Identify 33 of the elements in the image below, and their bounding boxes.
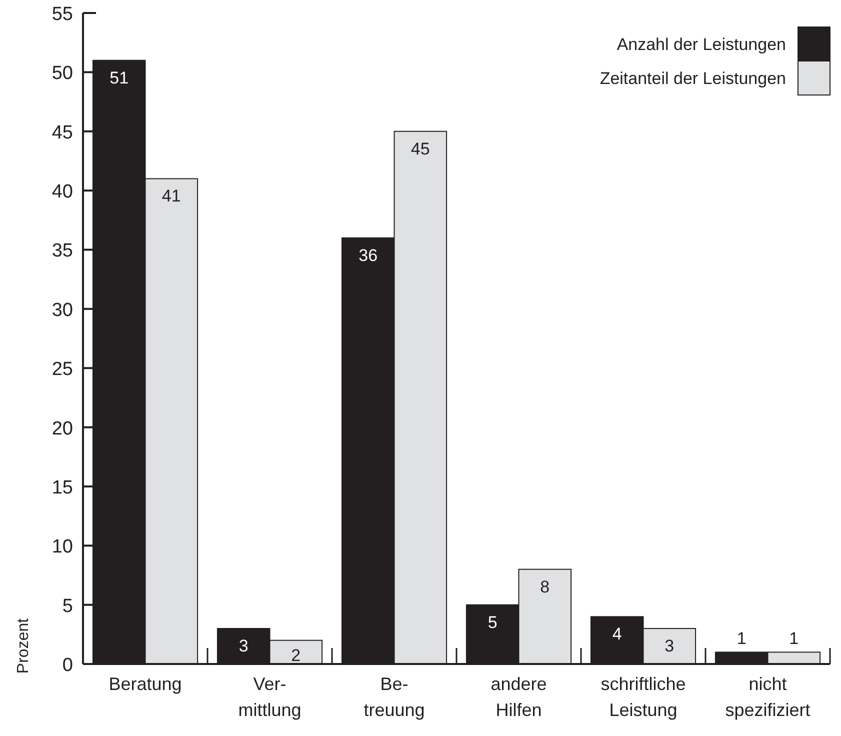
data-label: 1: [736, 629, 746, 648]
data-label: 2: [291, 646, 301, 665]
y-tick-label: 55: [52, 4, 73, 25]
data-label: 5: [488, 612, 498, 632]
y-tick-label: 40: [52, 182, 73, 203]
y-axis-title: Prozent: [15, 618, 32, 674]
y-tick-label: 10: [52, 536, 73, 558]
x-tick-label: nicht spezifiziert: [725, 674, 810, 720]
legend-label: Zeitanteil der Leistungen: [600, 69, 786, 88]
data-label: 51: [110, 68, 129, 88]
x-tick-label: Ver- mittlung: [238, 674, 302, 720]
x-tick-label: Beratung: [108, 674, 182, 694]
data-label: 3: [238, 636, 248, 656]
legend-label: Anzahl der Leistungen: [616, 35, 786, 54]
data-label: 36: [358, 246, 378, 265]
data-label: 1: [789, 629, 799, 648]
y-tick-label: 0: [62, 655, 73, 676]
y-tick-label: 15: [52, 477, 73, 498]
data-label: 8: [540, 577, 550, 596]
data-label: 3: [664, 636, 674, 656]
x-tick-label: andere Hilfen: [490, 674, 547, 720]
x-tick-label: Be- treuung: [364, 674, 425, 720]
y-tick-label: 30: [52, 300, 73, 321]
y-tick-label: 25: [52, 359, 73, 380]
y-tick-label: 45: [52, 122, 73, 144]
y-tick-label: 35: [52, 240, 73, 262]
data-label: 4: [612, 624, 622, 644]
y-tick-label: 5: [62, 596, 73, 617]
y-tick-label: 20: [52, 418, 73, 440]
data-label: 41: [162, 186, 181, 206]
y-tick-label: 50: [52, 63, 73, 84]
x-tick-label: schriftliche Leistung: [600, 674, 686, 720]
data-label: 45: [410, 139, 430, 158]
